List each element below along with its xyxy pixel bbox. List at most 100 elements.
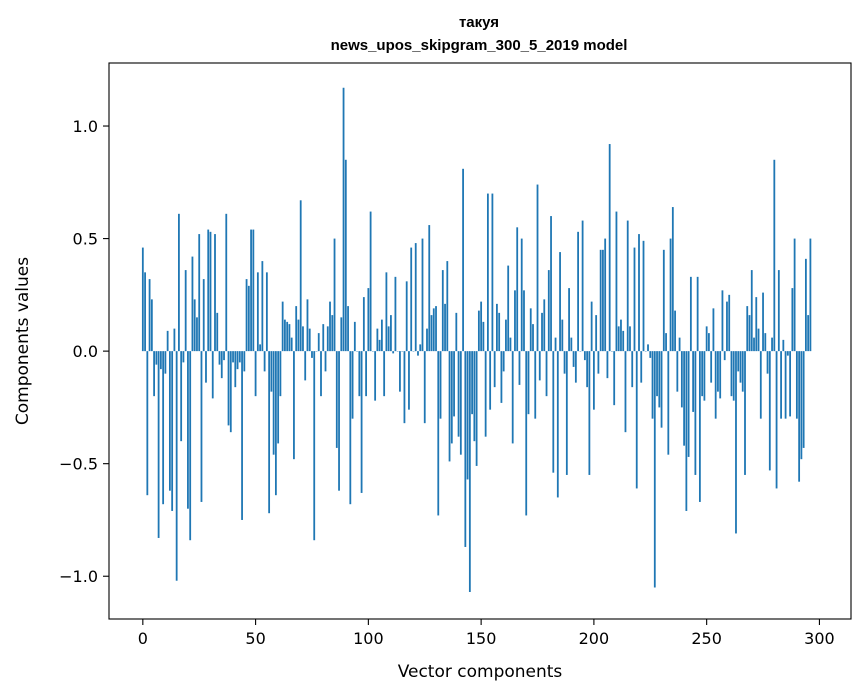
bar-159 [500,351,503,403]
bar-151 [482,321,485,352]
bar-287 [789,351,791,417]
bar-1 [144,272,146,352]
bar-55 [265,272,268,352]
bar-15 [175,351,178,581]
y-axis-ticks: −1.0 −0.5 0.0 0.5 1.0 [59,117,109,586]
bar-183 [554,337,557,352]
bar-181 [550,216,552,352]
bar-206 [606,351,609,379]
bar-269 [748,315,751,352]
bar-4 [150,299,153,352]
bar-294 [804,258,807,352]
bar-19 [184,270,187,352]
bar-219 [635,351,638,489]
bar-157 [496,303,498,352]
bar-84 [331,315,334,352]
bar-193 [577,231,579,352]
bar-93 [351,351,354,419]
bar-59 [274,351,277,496]
bar-234 [669,238,672,352]
bar-107 [383,351,386,397]
bar-226 [651,351,654,419]
bar-154 [489,351,492,410]
bar-50 [254,351,257,397]
bar-36 [223,351,225,361]
bar-210 [615,211,618,352]
bar-263 [735,351,737,534]
bar-163 [509,337,512,352]
bar-187 [563,351,566,374]
bar-23 [193,299,196,352]
plot-area-frame [108,62,852,620]
bar-233 [667,351,670,455]
bar-189 [568,288,570,352]
bar-32 [214,234,216,352]
bar-235 [671,207,674,352]
bar-186 [561,319,564,352]
bar-14 [173,328,176,352]
bar-112 [394,276,397,352]
bar-9 [162,351,165,505]
bar-18 [182,351,185,363]
bar-237 [676,351,679,392]
bar-28 [205,351,207,383]
bar-221 [640,351,643,383]
bar-255 [717,351,719,392]
bar-245 [694,351,697,475]
bar-41 [234,351,237,388]
bar-75 [311,351,313,358]
bar-74 [308,328,311,352]
bar-296 [809,238,812,352]
bar-291 [798,351,801,482]
bar-137 [450,351,453,444]
bar-239 [680,351,683,408]
y-tick-label: −0.5 [59,455,98,474]
bar-155 [491,193,494,352]
bar-122 [417,351,419,356]
bar-228 [656,351,658,397]
x-tick-label: 200 [579,629,610,648]
bar-106 [380,319,383,352]
bar-99 [365,351,367,397]
bar-229 [658,351,661,408]
bar-94 [353,321,356,352]
bar-250 [705,326,708,352]
bar-80 [322,324,325,352]
bar-246 [696,276,699,352]
bar-149 [477,310,480,352]
bar-290 [795,351,798,419]
bar-118 [408,351,410,410]
bar-10 [164,351,167,374]
bar-295 [807,315,810,352]
bar-231 [662,249,665,352]
bar-158 [498,312,501,352]
bar-199 [590,301,593,352]
bar-244 [692,351,695,412]
bar-225 [649,351,652,358]
bar-139 [455,312,458,352]
bar-197 [586,351,589,388]
x-tick-label: 100 [353,629,384,648]
bar-209 [613,351,616,406]
bar-51 [256,272,259,352]
bar-275 [762,292,764,352]
bar-45 [243,351,246,372]
bar-57 [270,351,273,392]
bar-170 [525,351,528,516]
bar-31 [211,351,214,399]
bar-98 [362,297,365,352]
bar-265 [739,351,742,383]
bar-69 [297,319,300,352]
bars-group [141,87,812,592]
bar-108 [385,272,388,352]
bar-283 [780,351,782,419]
bar-227 [653,351,656,588]
bar-140 [457,351,460,437]
bar-8 [159,351,162,370]
bar-125 [423,351,426,424]
bar-132 [439,351,442,419]
bar-143 [464,351,467,547]
bar-131 [437,351,440,516]
bar-33 [216,312,219,352]
